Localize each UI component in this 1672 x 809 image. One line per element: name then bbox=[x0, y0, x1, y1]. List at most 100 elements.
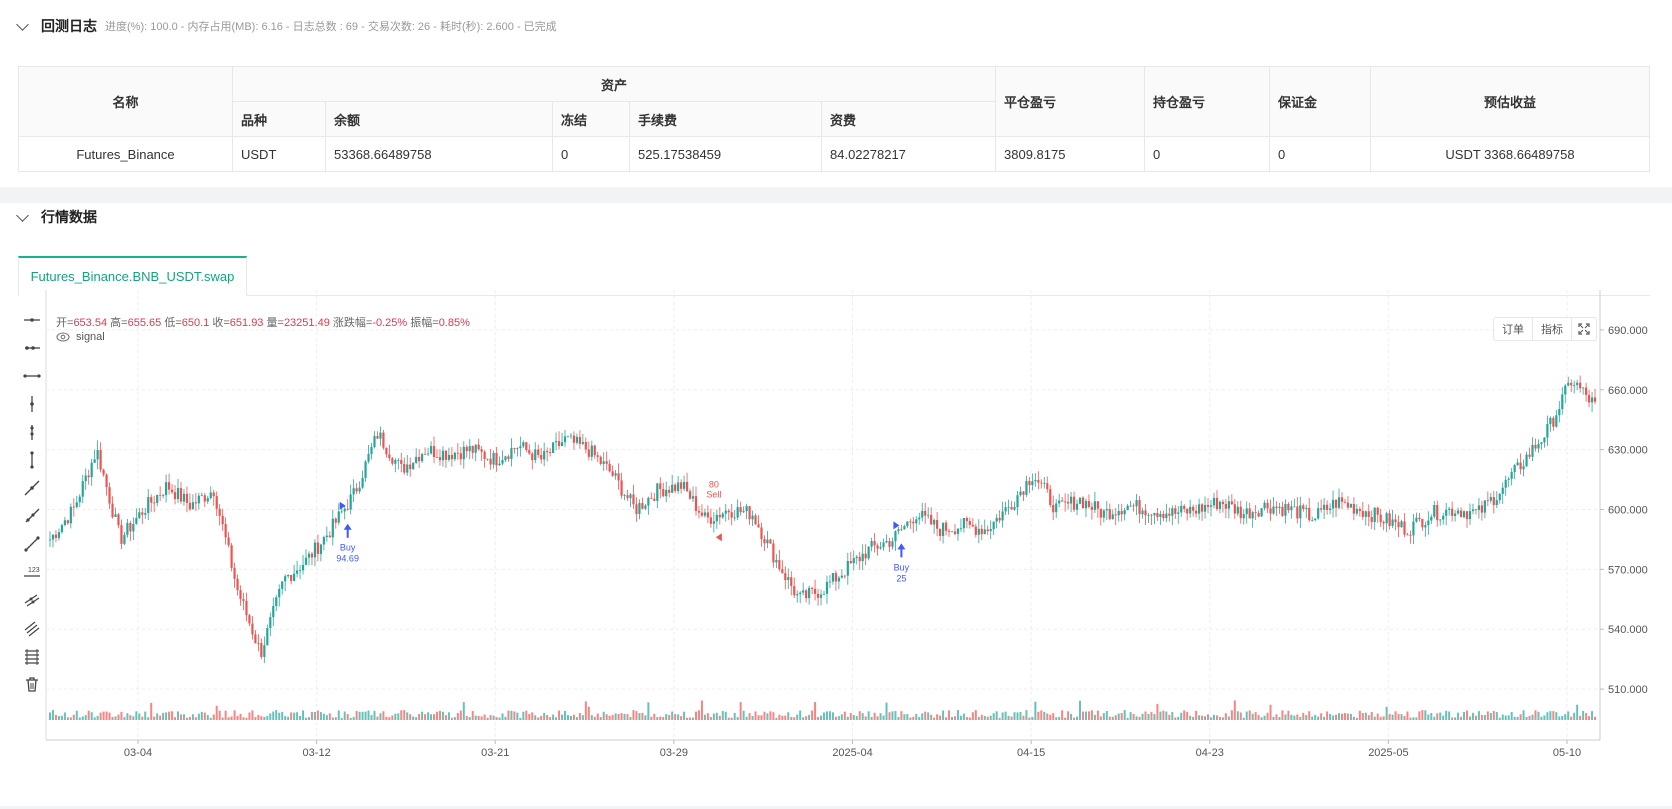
candle-body bbox=[1162, 513, 1165, 519]
candle-body bbox=[1257, 512, 1260, 517]
candle-body bbox=[751, 515, 754, 520]
horizontal-segment-tool[interactable] bbox=[18, 362, 46, 390]
candle-body bbox=[316, 542, 320, 554]
volume-bar bbox=[1457, 712, 1460, 720]
volume-bar bbox=[1367, 715, 1370, 720]
candle-body bbox=[1174, 508, 1177, 514]
vertical-segment-tool[interactable] bbox=[18, 446, 46, 474]
volume-bar bbox=[894, 711, 897, 720]
volume-bar bbox=[69, 717, 72, 720]
volume-bar bbox=[793, 717, 796, 720]
volume-bar bbox=[1430, 712, 1433, 720]
candle-body bbox=[1587, 394, 1591, 403]
candle-body bbox=[694, 496, 698, 511]
candle-body bbox=[846, 561, 849, 576]
volume-bar bbox=[63, 712, 66, 720]
candle-body bbox=[1010, 506, 1013, 510]
volume-bar bbox=[1388, 713, 1391, 720]
price-label-tool[interactable]: 123 bbox=[18, 558, 46, 586]
volume-bar bbox=[546, 715, 549, 720]
price-chart[interactable]: 690.000 660.000 630.000 600.000 570.000 540.0… bbox=[0, 203, 1672, 806]
volume-bar bbox=[459, 710, 462, 720]
candle-body bbox=[677, 482, 680, 491]
log-section-header[interactable]: 回测日志 进度(%): 100.0 - 内存占用(MB): 6.16 - 日志总… bbox=[16, 15, 557, 37]
candle-body bbox=[403, 463, 406, 473]
candle-body bbox=[1349, 503, 1353, 508]
chevron-down-icon[interactable] bbox=[16, 17, 29, 31]
candle-body bbox=[1189, 506, 1192, 514]
horizontal-ray-tool[interactable] bbox=[18, 334, 46, 362]
candle-body bbox=[557, 441, 561, 447]
volume-bar bbox=[647, 702, 650, 720]
volume-bar bbox=[114, 716, 117, 720]
volume-bar bbox=[1111, 716, 1114, 720]
vertical-line-tool[interactable] bbox=[18, 390, 46, 418]
volume-bar bbox=[1537, 711, 1540, 720]
horizontal-line-tool[interactable] bbox=[18, 306, 46, 334]
volume-bar bbox=[1582, 710, 1585, 720]
volume-bar bbox=[709, 717, 712, 720]
trend-segment-icon bbox=[24, 536, 40, 552]
trend-segment-tool[interactable] bbox=[18, 530, 46, 558]
volume-bar bbox=[1254, 712, 1257, 720]
volume-bar bbox=[135, 711, 138, 720]
volume-bar bbox=[808, 714, 811, 720]
eye-icon[interactable] bbox=[56, 332, 70, 342]
volume-bar bbox=[1096, 710, 1099, 720]
delete-tool[interactable] bbox=[18, 670, 46, 698]
candle-body bbox=[1195, 510, 1198, 514]
volume-bar bbox=[602, 711, 605, 720]
candle-body bbox=[1239, 506, 1242, 519]
orders-button[interactable]: 订单 bbox=[1494, 318, 1533, 340]
market-section-header[interactable]: 行情数据 bbox=[16, 206, 97, 228]
candle-body bbox=[159, 494, 162, 496]
candle-body bbox=[111, 503, 114, 518]
price-label-icon: 123 bbox=[24, 567, 40, 577]
trend-line-tool[interactable] bbox=[18, 474, 46, 502]
volume-bar bbox=[1052, 713, 1055, 720]
volume-bar bbox=[1570, 716, 1573, 720]
candle-body bbox=[394, 460, 397, 464]
volume-bar bbox=[936, 714, 939, 720]
indicators-button[interactable]: 指标 bbox=[1533, 318, 1572, 340]
candle-body bbox=[1004, 507, 1007, 512]
volume-bar bbox=[1248, 710, 1251, 720]
candle-body bbox=[328, 535, 331, 538]
candle-body bbox=[197, 495, 200, 504]
volume-bar bbox=[1335, 714, 1338, 720]
candle-body bbox=[629, 494, 632, 499]
candle-body bbox=[90, 462, 93, 478]
signal-legend[interactable]: signal bbox=[56, 331, 105, 343]
volume-bar bbox=[352, 716, 355, 720]
tab-bnb-usdt-swap[interactable]: Futures_Binance.BNB_USDT.swap bbox=[18, 256, 247, 296]
candle-body bbox=[319, 544, 322, 554]
vertical-ray-tool[interactable] bbox=[18, 418, 46, 446]
parallel-lines-tool[interactable] bbox=[18, 614, 46, 642]
parallel-channel-tool[interactable] bbox=[18, 586, 46, 614]
volume-bar bbox=[566, 715, 569, 720]
candle-body bbox=[882, 542, 885, 548]
candle-body bbox=[1558, 408, 1561, 416]
volume-bar bbox=[177, 711, 180, 720]
trend-ray-tool[interactable] bbox=[18, 502, 46, 530]
fib-retracement-tool[interactable] bbox=[18, 642, 46, 670]
volume-bar bbox=[1594, 716, 1597, 720]
volume-bar bbox=[364, 711, 367, 720]
candle-body bbox=[1236, 506, 1239, 514]
volume-bar bbox=[123, 717, 126, 720]
volume-bar bbox=[730, 717, 733, 720]
marker-qty: 80 bbox=[709, 479, 719, 489]
candle-body bbox=[983, 529, 986, 535]
candle-body bbox=[525, 442, 528, 451]
candle-body bbox=[977, 528, 980, 535]
fullscreen-button[interactable] bbox=[1572, 318, 1596, 340]
volume-bar bbox=[278, 712, 281, 720]
candle-body bbox=[724, 510, 727, 514]
volume-bar bbox=[1058, 716, 1061, 720]
volume-bar bbox=[626, 714, 629, 720]
volume-bar bbox=[1061, 710, 1064, 720]
candle-body bbox=[540, 455, 543, 460]
